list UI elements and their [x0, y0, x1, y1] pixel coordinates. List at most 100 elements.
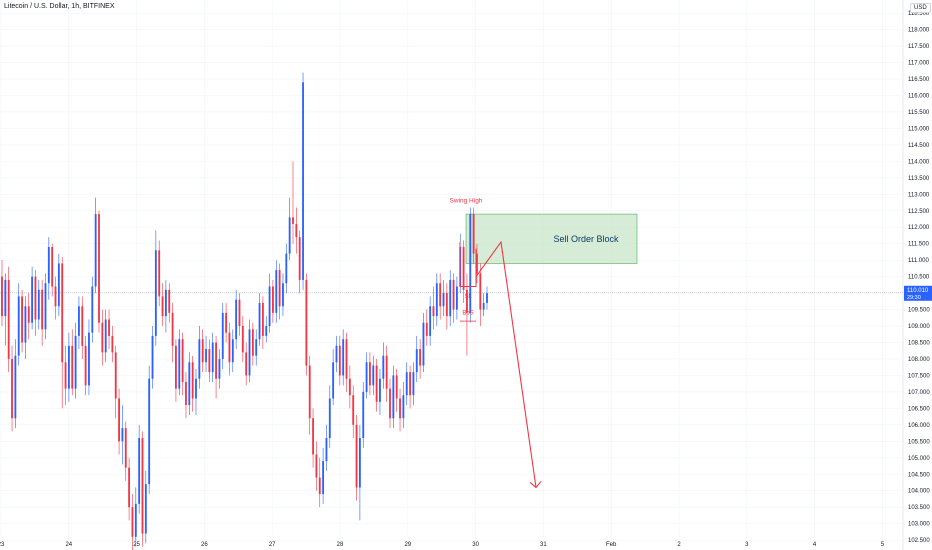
annotations[interactable]: Swing High SL BoS [450, 198, 542, 489]
time-tick-label: 5 [881, 542, 885, 548]
time-axis[interactable]: 232425262728293031Feb2345 [0, 542, 885, 548]
price-tick-label: 114.000 [908, 159, 930, 165]
candle-body [369, 362, 371, 386]
candle [389, 378, 391, 429]
candle-body [345, 339, 348, 379]
candle-body [449, 279, 452, 317]
candle-body [51, 247, 54, 287]
time-tick-label: 27 [269, 542, 276, 548]
candle-body [108, 319, 110, 336]
candle [402, 382, 405, 429]
candle [358, 424, 361, 521]
candle [238, 293, 241, 336]
time-tick-label: 31 [540, 542, 547, 548]
candle-body [325, 438, 328, 462]
candle [118, 388, 120, 455]
candle-body [131, 507, 134, 537]
price-tick-label: 108.500 [908, 341, 930, 347]
candle-body [358, 438, 361, 488]
candle [439, 273, 442, 320]
candle-body [472, 214, 475, 254]
time-tick-label: 30 [472, 542, 479, 548]
candle [295, 207, 298, 254]
candle [21, 289, 23, 353]
price-axis[interactable]: 102.500 103.000 103.500 104.000 104.500 105.0… [908, 11, 930, 544]
candle [121, 405, 124, 465]
candle-body [322, 461, 325, 495]
candle-body [198, 339, 201, 379]
candle [195, 368, 197, 415]
candle-body [1, 276, 3, 317]
candle [41, 279, 44, 346]
candle [164, 279, 167, 333]
candle [335, 335, 338, 373]
candle [161, 283, 164, 327]
last-price-tag-bg [904, 285, 932, 301]
candle-body [258, 302, 261, 340]
candle-body [302, 82, 304, 280]
time-tick-label: 29 [404, 542, 411, 548]
sell-order-block-rect[interactable] [465, 213, 638, 264]
arrow-head [529, 481, 542, 489]
candle-body [435, 283, 438, 317]
candle [7, 266, 10, 373]
candle [392, 365, 395, 429]
candle [245, 342, 248, 386]
candle-body [228, 332, 231, 363]
candle [225, 302, 228, 343]
candle [272, 279, 274, 323]
time-tick-label: 2 [677, 542, 681, 548]
candle [278, 263, 281, 320]
candle [148, 365, 151, 495]
candle-body [445, 293, 448, 317]
candle-body [372, 365, 375, 386]
candle [486, 286, 488, 310]
candle [399, 388, 401, 432]
candle-body [399, 398, 401, 419]
candle [345, 332, 348, 392]
candle [111, 326, 114, 363]
candle [476, 243, 478, 284]
time-tick-label: 26 [201, 542, 208, 548]
price-tick-label: 108.000 [908, 357, 930, 363]
candle [201, 329, 204, 373]
candle-body [27, 306, 30, 323]
symbol-title[interactable]: Litecoin / U.S. Dollar, 1h, BITFINEX [4, 3, 115, 10]
candle-body [168, 289, 171, 313]
candle [88, 319, 90, 396]
candle-body [178, 339, 181, 389]
candle [51, 243, 54, 297]
candle [101, 309, 104, 366]
candle [342, 329, 345, 386]
candle-body [231, 339, 234, 363]
candle [215, 335, 217, 399]
candle-body [288, 217, 291, 254]
price-tick-label: 104.500 [908, 472, 930, 478]
candle [61, 256, 64, 409]
candle [14, 339, 17, 429]
candle [74, 322, 77, 399]
swing-high-label: Swing High [450, 198, 483, 205]
candle [104, 309, 107, 363]
candle [175, 339, 177, 402]
candle [466, 273, 468, 356]
candle-body [355, 424, 358, 488]
candle [285, 243, 288, 294]
candle-body [365, 362, 368, 392]
candle-body [128, 467, 131, 508]
candle-body [31, 276, 34, 323]
currency-button[interactable]: USD [910, 3, 931, 13]
candle-body [225, 312, 228, 333]
candle [419, 339, 422, 379]
candle [348, 365, 351, 409]
candle-body [308, 365, 311, 419]
candle-body [144, 484, 147, 534]
candle-body [412, 372, 415, 396]
price-tick-label: 116.000 [908, 94, 930, 100]
sell-order-block-zone[interactable]: Sell Order Block [465, 213, 638, 264]
candle-body [47, 247, 50, 284]
candle [288, 197, 291, 261]
candle-body [278, 270, 281, 307]
candle-body [312, 418, 314, 455]
